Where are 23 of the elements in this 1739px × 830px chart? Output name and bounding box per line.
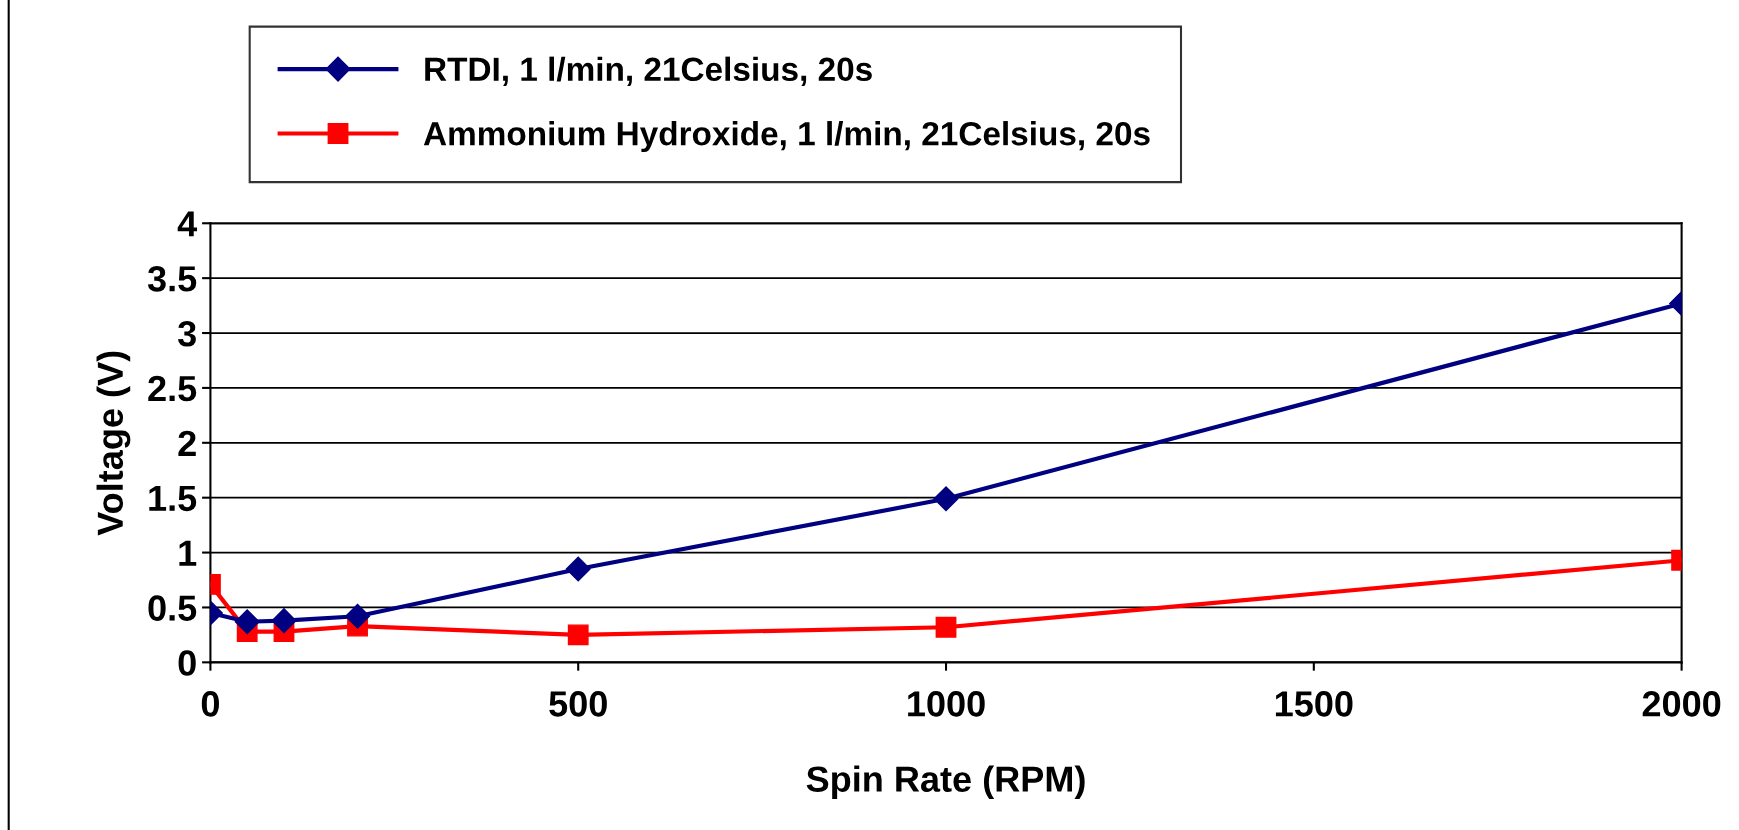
y-tick-label: 3.5 <box>147 266 197 292</box>
point <box>345 603 371 629</box>
point <box>271 608 297 634</box>
point <box>567 624 589 646</box>
y-axis-title: Voltage (V) <box>96 351 131 536</box>
point <box>234 609 260 635</box>
legend-label: Ammonium Hydroxide, 1 l/min, 21Celsius, 20s <box>423 121 1150 153</box>
y-tick-label: 0.5 <box>148 595 197 621</box>
y-tick-label: 0 <box>178 650 196 676</box>
y-tick-label: 1.5 <box>149 485 197 512</box>
x-tick-label: 2000 <box>1642 691 1721 717</box>
x-tick-label: 0 <box>201 691 219 717</box>
y-tick-label: 1 <box>179 540 197 566</box>
legend-label: RTDI, 1 l/min, 21Celsius, 20s <box>425 56 872 86</box>
x-tick-label: 500 <box>549 691 607 717</box>
point <box>565 556 591 582</box>
x-axis-title: Spin Rate (RPM) <box>806 765 1085 800</box>
y-tick-label: 3 <box>177 320 196 347</box>
y-tick-label: 4 <box>177 211 198 237</box>
y-tick-label: 2.5 <box>148 375 197 402</box>
x-tick-label: 1000 <box>908 691 985 717</box>
x-tick-label: 1500 <box>1275 691 1353 717</box>
y-tick-label: 2 <box>178 430 196 456</box>
